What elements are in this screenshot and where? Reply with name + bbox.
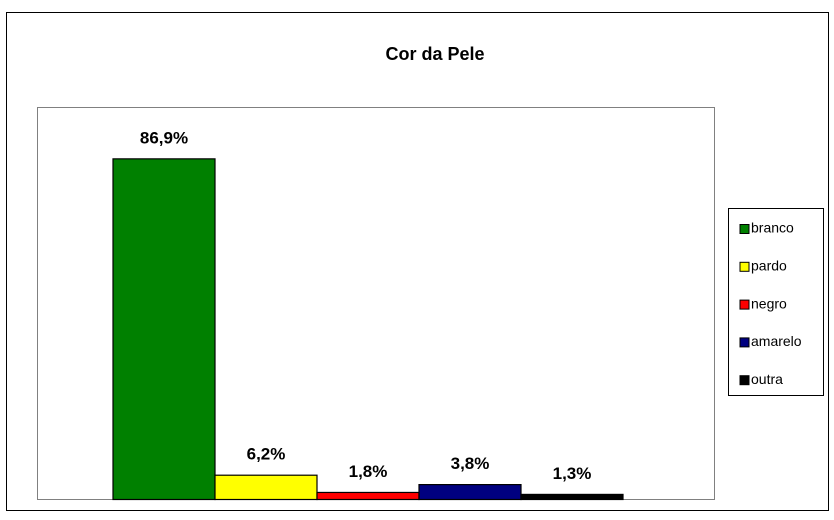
legend-swatch — [739, 261, 750, 272]
data-label: 1,8% — [349, 462, 388, 481]
legend-swatch — [739, 337, 750, 348]
chart-title: Cor da Pele — [385, 44, 484, 64]
legend-swatch — [739, 224, 750, 234]
legend-label: amarelo — [751, 333, 802, 349]
bar — [214, 474, 318, 501]
data-label: 6,2% — [247, 445, 286, 464]
legend-label: branco — [751, 220, 794, 236]
data-label: 86,9% — [140, 128, 188, 147]
data-label: 1,3% — [553, 464, 592, 483]
legend-label: outra — [751, 371, 783, 387]
data-label: 3,8% — [451, 454, 490, 473]
legend-swatch — [739, 375, 750, 386]
bar — [112, 158, 216, 501]
legend-label: pardo — [751, 258, 787, 274]
bar — [520, 493, 624, 501]
bar — [316, 491, 420, 501]
legend-label: negro — [751, 295, 787, 311]
bar — [418, 484, 522, 501]
legend-swatch — [739, 299, 750, 310]
